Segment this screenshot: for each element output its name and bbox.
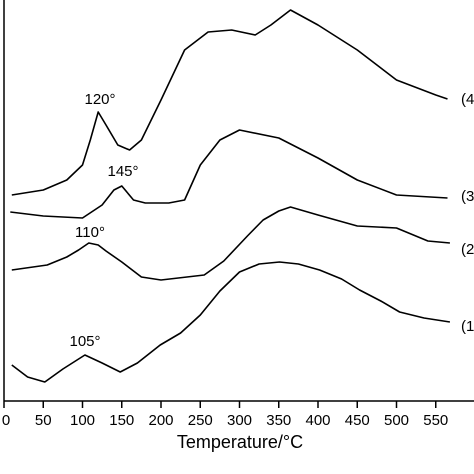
- legend-label: (1: [461, 318, 474, 335]
- annotation: 110°: [75, 224, 105, 241]
- x-tick-label: 200: [148, 412, 173, 429]
- x-tick-label: 550: [423, 412, 448, 429]
- x-tick-label: 100: [70, 412, 95, 429]
- x-tick-label: 450: [345, 412, 370, 429]
- curve: [11, 261, 451, 383]
- annotation: 105°: [69, 333, 100, 350]
- curve: [11, 9, 448, 196]
- x-tick-label: 50: [35, 412, 52, 429]
- curve: [10, 129, 448, 219]
- x-axis-label: Temperature/°C: [177, 432, 303, 452]
- annotation: 120°: [84, 91, 115, 108]
- legend-label: (3: [461, 188, 474, 205]
- annotation: 145°: [107, 163, 138, 180]
- curve: [11, 206, 450, 281]
- x-tick-label: 500: [384, 412, 409, 429]
- x-tick-label: 0: [2, 412, 10, 429]
- x-tick-label: 250: [188, 412, 213, 429]
- x-tick-label: 150: [109, 412, 134, 429]
- legend-label: (2: [461, 241, 474, 258]
- x-tick-label: 350: [266, 412, 291, 429]
- x-tick-label: 300: [227, 412, 252, 429]
- legend-label: (4: [461, 91, 474, 108]
- x-tick-label: 400: [305, 412, 330, 429]
